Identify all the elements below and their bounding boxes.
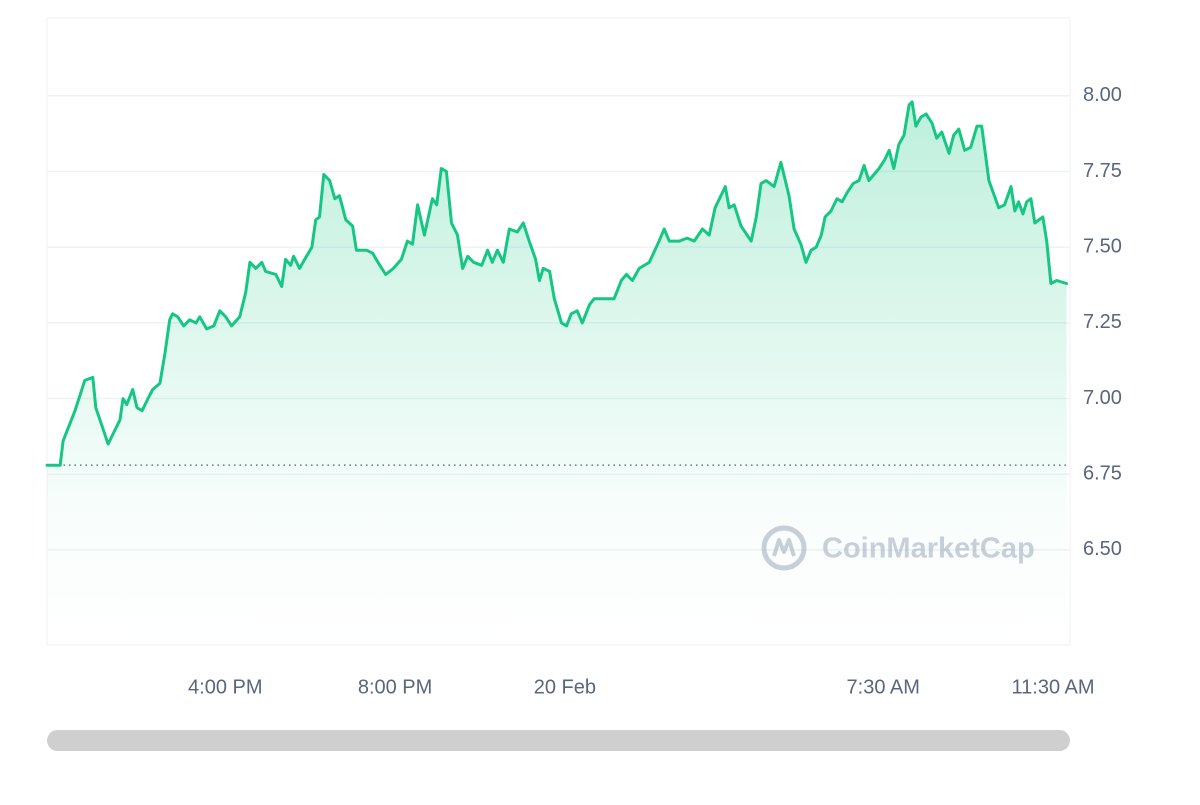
area: [47, 101, 1067, 645]
scrollbar[interactable]: [47, 730, 1070, 751]
y-tick-label: 7.00: [1083, 387, 1122, 409]
price-line: [45, 100, 1069, 467]
watermark-logo: [761, 525, 807, 571]
y-tick-label: 6.75: [1083, 463, 1122, 485]
x-tick-label: 8:00 PM: [358, 676, 432, 698]
y-tick-label: 8.00: [1083, 84, 1122, 106]
y-tick-label: 7.50: [1083, 235, 1122, 257]
x-tick-label: 11:30 AM: [1012, 676, 1095, 698]
y-tick-label: 7.25: [1083, 311, 1122, 333]
marks: [45, 100, 1070, 645]
x-tick-label: 7:30 AM: [847, 676, 920, 698]
y-tick-label: 7.75: [1083, 160, 1122, 182]
x-tick-label: 20 Feb: [534, 676, 596, 698]
x-tick-label: 4:00 PM: [188, 676, 262, 698]
y-tick-label: 6.50: [1083, 538, 1122, 560]
axes: 8.00 7.75 7.50 7.25 7.00 6.75 6.50 4:00 PM 8:00 …: [188, 84, 1122, 698]
watermark: CoinMarketCap: [822, 533, 1035, 565]
